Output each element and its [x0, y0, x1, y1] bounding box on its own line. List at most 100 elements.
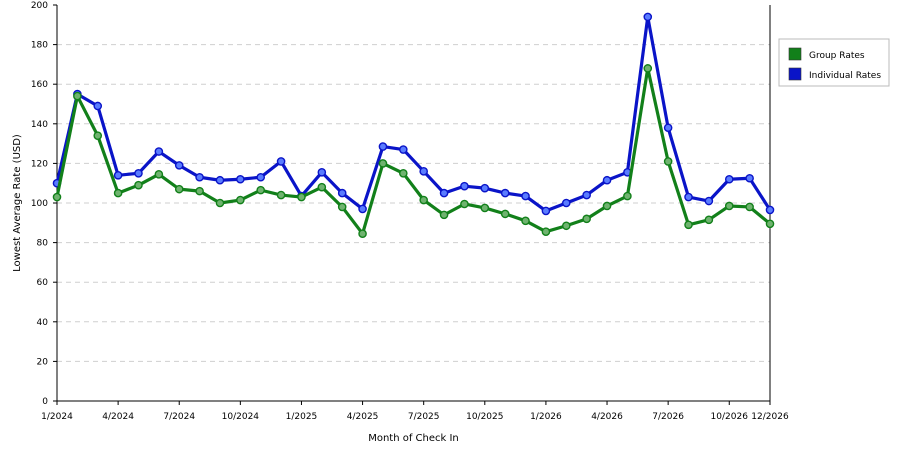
- x-tick-label: 10/2025: [466, 412, 503, 422]
- group-rates-point: [93, 131, 103, 140]
- individual-rates-line: [55, 15, 772, 213]
- individual-rates-point: [154, 147, 164, 156]
- individual-rates-point: [195, 172, 204, 182]
- group-rates-point: [500, 209, 510, 219]
- individual-rates-point: [602, 175, 612, 185]
- y-tick-label: 20: [37, 357, 49, 367]
- group-rates-point: [419, 195, 428, 205]
- individual-rates-point: [643, 12, 653, 22]
- y-tick-label: 60: [37, 278, 49, 288]
- x-tick-label: 1/2024: [41, 412, 73, 422]
- group-rates-point: [134, 180, 143, 190]
- group-rates-point: [602, 201, 612, 211]
- group-rates-point: [276, 190, 286, 200]
- group-rates-legend-swatch: [788, 47, 802, 61]
- y-tick-label: 120: [31, 159, 48, 169]
- x-tick-label: 12/2026: [751, 412, 789, 422]
- x-tick-label: 4/2024: [102, 412, 134, 422]
- individual-rates-point: [215, 175, 225, 185]
- group-rates-point: [195, 186, 204, 196]
- individual-rates-point: [500, 188, 510, 198]
- individual-rates-point: [378, 142, 388, 151]
- x-axis: 1/2024 4/2024 7/2024 10/2024 1/2025 4/2025 7/2…: [41, 5, 789, 422]
- y-tick-label: 0: [42, 397, 48, 407]
- individual-rates-point: [724, 174, 734, 184]
- individual-rates-point: [663, 123, 673, 133]
- x-tick-label: 10/2026: [711, 412, 749, 422]
- y-tick-label: 140: [31, 120, 48, 130]
- individual-rates-point: [358, 204, 367, 214]
- individual-rates-point: [480, 183, 490, 193]
- group-rates-point: [460, 199, 469, 209]
- x-tick-label: 7/2025: [408, 412, 440, 422]
- individual-rates-point: [419, 167, 428, 176]
- y-tick-label: 80: [37, 239, 49, 249]
- group-rates-point: [724, 201, 734, 211]
- group-rates-point: [256, 185, 266, 195]
- group-rates-point: [236, 195, 245, 205]
- individual-rates-point: [399, 145, 408, 154]
- group-rates-series: [52, 64, 775, 238]
- group-rates-point: [174, 184, 184, 194]
- x-tick-label: 1/2026: [530, 412, 562, 422]
- x-tick-label: 10/2024: [222, 412, 260, 422]
- individual-rates-point: [174, 161, 184, 170]
- group-rates-point: [317, 182, 327, 192]
- group-rates-point: [521, 216, 530, 226]
- group-rates-point: [399, 168, 408, 178]
- group-rates-point: [480, 203, 490, 213]
- group-rates-point: [684, 220, 693, 230]
- individual-rates-point: [745, 173, 754, 183]
- individual-rates-point: [765, 205, 775, 215]
- group-rates-point: [154, 169, 164, 179]
- x-tick-label: 4/2026: [591, 412, 623, 422]
- individual-rates-point: [541, 206, 551, 216]
- group-rates-point: [358, 229, 367, 238]
- individual-rates-point: [337, 188, 347, 198]
- group-rates-point: [704, 215, 714, 225]
- individual-rates-point: [684, 192, 693, 202]
- plot-area: [52, 12, 775, 238]
- x-axis-title: Month of Check In: [368, 433, 459, 444]
- group-rates-legend-label: Group Rates: [809, 51, 865, 61]
- group-rates-point: [73, 91, 82, 101]
- group-rates-point: [745, 202, 754, 212]
- y-tick-label: 200: [31, 1, 48, 11]
- individual-rates-legend-swatch: [788, 67, 802, 81]
- individual-rates-point: [276, 157, 286, 166]
- group-rates-point: [378, 159, 388, 168]
- individual-rates-point: [704, 196, 714, 206]
- y-axis-title: Lowest Average Rate (USD): [12, 134, 23, 272]
- group-rates-point: [541, 227, 551, 237]
- individual-rates-point: [134, 168, 143, 178]
- individual-rates-point: [521, 191, 530, 201]
- individual-rates-point: [236, 174, 245, 184]
- group-rates-point: [215, 198, 225, 208]
- y-axis: 0 20 40 60 80 100 120 140 160 180 200: [31, 1, 58, 407]
- individual-rates-legend-label: Individual Rates: [809, 71, 881, 81]
- group-rates-point: [439, 210, 449, 220]
- individual-rates-point: [113, 170, 123, 180]
- x-tick-label: 7/2026: [652, 412, 684, 422]
- individual-rates-point: [582, 190, 591, 200]
- individual-rates-point: [317, 168, 327, 177]
- group-rates-point: [623, 191, 632, 201]
- individual-rates-point: [256, 172, 266, 182]
- group-rates-point: [561, 221, 571, 231]
- y-tick-label: 100: [31, 199, 48, 209]
- y-tick-label: 180: [31, 41, 48, 51]
- individual-rates-series: [52, 12, 775, 216]
- x-tick-label: 1/2025: [286, 412, 318, 422]
- group-rates-point: [643, 64, 653, 73]
- group-rates-point: [663, 157, 673, 166]
- group-rates-point: [765, 219, 775, 229]
- group-rates-point: [582, 214, 591, 224]
- group-rates-point: [113, 188, 123, 198]
- group-rates-point: [297, 192, 306, 202]
- y-tick-label: 40: [37, 318, 49, 328]
- individual-rates-point: [460, 181, 469, 191]
- y-tick-label: 160: [31, 80, 48, 90]
- individual-rates-point: [93, 101, 103, 111]
